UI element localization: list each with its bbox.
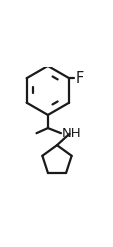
Text: F: F xyxy=(75,71,84,86)
Text: NH: NH xyxy=(62,127,81,140)
